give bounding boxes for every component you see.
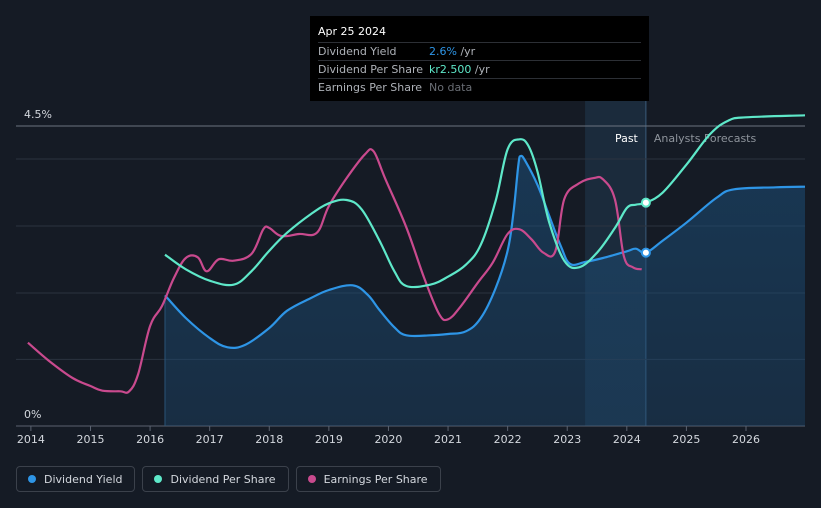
tooltip-row-dividend-yield: Dividend Yield 2.6% /yr (318, 42, 641, 60)
x-tick-label: 2017 (196, 433, 224, 446)
y-axis-label-top: 4.5% (24, 108, 52, 121)
x-tick-label: 2016 (136, 433, 164, 446)
tooltip-value: No data (429, 81, 473, 94)
legend-label: Dividend Yield (44, 472, 123, 486)
series-line-earnings-per-share (27, 148, 642, 394)
x-tick-label: 2022 (494, 433, 522, 446)
x-tick-label: 2026 (732, 433, 760, 446)
tooltip: Apr 25 2024 Dividend Yield 2.6% /yr Divi… (310, 16, 649, 101)
tooltip-label: Earnings Per Share (318, 81, 423, 94)
tooltip-row-dividend-per-share: Dividend Per Share kr2.500 /yr (318, 60, 641, 78)
legend: Dividend Yield Dividend Per Share Earnin… (16, 466, 441, 492)
x-tick-label: 2014 (17, 433, 45, 446)
x-tick-label: 2019 (315, 433, 343, 446)
series-area-dividend-yield (165, 155, 805, 426)
legend-label: Dividend Per Share (170, 472, 276, 486)
legend-dot-icon (307, 475, 316, 483)
tooltip-value: kr2.500 (429, 63, 472, 76)
legend-dot-icon (28, 475, 36, 483)
tooltip-date: Apr 25 2024 (318, 25, 387, 38)
legend-dividend-per-share[interactable]: Dividend Per Share (142, 466, 289, 492)
marker-dividend-yield (640, 247, 651, 258)
tooltip-unit: /yr (471, 63, 490, 76)
x-tick-label: 2025 (672, 433, 700, 446)
x-tick-label: 2024 (613, 433, 641, 446)
x-tick-label: 2015 (76, 433, 104, 446)
legend-label: Earnings Per Share (323, 472, 428, 486)
x-tick-label: 2018 (255, 433, 283, 446)
x-tick-label: 2021 (434, 433, 462, 446)
tooltip-label: Dividend Per Share (318, 63, 424, 76)
tooltip-label: Dividend Yield (318, 45, 397, 58)
legend-dividend-yield[interactable]: Dividend Yield (16, 466, 136, 492)
tooltip-value: 2.6% (429, 45, 457, 58)
legend-earnings-per-share[interactable]: Earnings Per Share (295, 466, 441, 492)
past-label: Past (615, 132, 639, 145)
tooltip-row-earnings-per-share: Earnings Per Share No data (318, 78, 641, 96)
x-tick-label: 2023 (553, 433, 581, 446)
marker-dividend-per-share (640, 197, 651, 208)
tooltip-unit: /yr (456, 45, 476, 58)
legend-dot-icon (154, 475, 163, 483)
y-axis-label-bottom: 0% (24, 408, 41, 421)
x-tick-label: 2020 (374, 433, 402, 446)
